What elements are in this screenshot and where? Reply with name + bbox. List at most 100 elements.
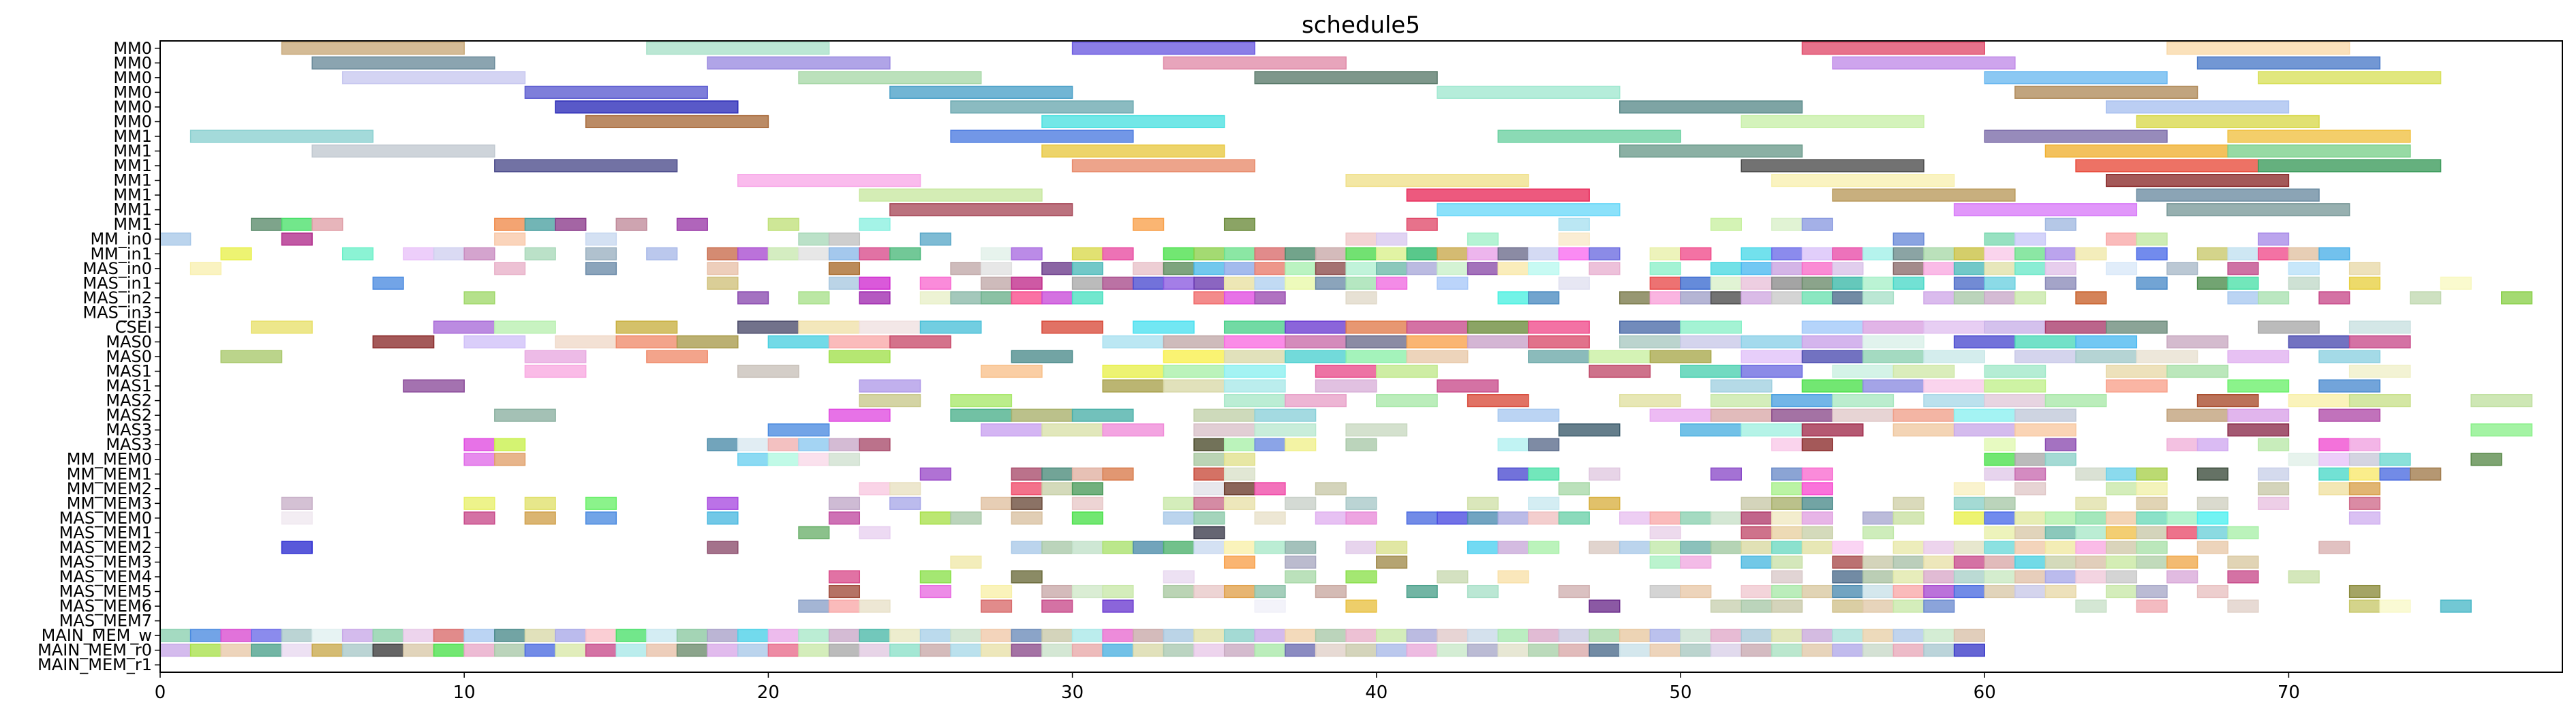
gantt-bar-468 [1984,467,2016,481]
gantt-bar-193 [1133,276,1165,290]
gantt-bar-496 [2318,482,2350,496]
gantt-bar-36 [2227,144,2411,158]
gantt-bar-485 [1223,482,1256,496]
gantt-bar-613 [1984,541,2016,554]
gantt-bar-271 [1467,320,1529,334]
gantt-bar-210 [1832,276,1864,290]
gantt-bar-796 [737,644,769,657]
gantt-bar-160 [1376,262,1408,275]
y-tick-label-7: MM1 [113,142,152,161]
gantt-bar-114 [1345,247,1377,260]
gantt-bar-422 [859,438,891,451]
gantt-bar-576 [2014,526,2046,539]
gantt-bar-356 [1710,379,1773,393]
gantt-bar-797 [767,644,799,657]
gantt-bar-826 [1649,644,1681,657]
gantt-bar-532 [828,511,861,525]
gantt-bar-31 [2227,130,2411,143]
gantt-bar-517 [1771,496,1803,510]
gantt-bar-320 [1528,350,1590,363]
y-axis-labels: MM0MM0MM0MM0MM0MM0MM1MM1MM1MM1MM1MM1MM1M… [37,39,160,674]
y-tick-label-31: MM_MEM3 [67,494,152,513]
gantt-bar-419 [767,438,799,451]
gantt-bar-148 [950,262,982,275]
gantt-bar-815 [1315,644,1347,657]
gantt-bar-714 [2348,599,2381,613]
gantt-bar-172 [1832,262,1864,275]
gantt-bar-73 [281,232,313,246]
gantt-bar-59 [555,217,587,231]
gantt-bar-32 [311,144,495,158]
gantt-bar-829 [1741,644,1773,657]
gantt-bar-248 [1953,291,1985,305]
gantt-bar-603 [1649,541,1681,554]
y-tick-label-1: MM0 [113,53,152,72]
gantt-bar-373 [1832,394,1895,408]
gantt-bar-600 [1528,541,1560,554]
gantt-bar-679 [1680,584,1712,599]
gantt-bar-483 [1071,482,1103,496]
gantt-bar-588 [1071,541,1103,554]
gantt-bar-798 [798,644,830,657]
y-tick-label-38: MAS_MEM6 [59,597,152,616]
gantt-bar-676 [1467,584,1499,599]
gantt-bar-250 [2014,291,2046,305]
gantt-bar-80 [1376,232,1408,246]
gantt-bar-357 [1801,379,1864,393]
gantt-bar-252 [2227,291,2259,305]
gantt-bar-759 [1437,629,1469,642]
gantt-bar-309 [2348,335,2411,349]
gantt-bar-456 [1011,467,1043,481]
gantt-bar-86 [2105,232,2138,246]
gantt-bar-836 [1953,644,1985,657]
gantt-bar-492 [2014,482,2046,496]
gantt-bar-793 [646,644,678,657]
gantt-bar-718 [189,629,221,642]
gantt-bar-218 [2227,276,2259,290]
gantt-bar-198 [1285,276,1317,290]
gantt-bar-561 [2075,511,2107,525]
gantt-bar-10 [341,71,526,85]
gantt-bar-604 [1680,541,1712,554]
gantt-bar-822 [1528,644,1560,657]
gantt-bar-25 [1741,115,1925,129]
gantt-bar-412 [2014,423,2076,437]
gantt-bar-331 [2318,350,2381,363]
gantt-bar-314 [1011,350,1073,363]
gantt-bar-411 [1953,423,2016,437]
gantt-bar-68 [1710,217,1743,231]
gantt-bar-447 [1984,453,2016,466]
gantt-bar-20 [950,100,1134,114]
gantt-bar-208 [1771,276,1803,290]
gantt-bar-203 [1558,276,1590,290]
gantt-bar-155 [1223,262,1256,275]
gantt-bar-144 [494,262,526,275]
gantt-bar-420 [798,438,830,451]
gantt-bar-660 [2105,570,2138,584]
gantt-bar-389 [1649,408,1712,422]
gantt-bar-807 [1071,644,1103,657]
gantt-bar-651 [1832,570,1864,584]
gantt-bar-631 [1892,555,1925,569]
y-tick-label-36: MAS_MEM4 [59,567,152,586]
gantt-bar-652 [1862,570,1895,584]
y-tick-label-3: MM0 [113,82,152,102]
gantt-bar-662 [2227,570,2259,584]
gantt-bar-721 [281,629,313,642]
gantt-bar-312 [646,350,708,363]
gantt-bar-164 [1497,262,1529,275]
gantt-bar-340 [1589,364,1651,378]
gantt-bar-741 [889,629,921,642]
gantt-bar-830 [1771,644,1803,657]
gantt-bar-801 [889,644,921,657]
gantt-bar-18 [2014,85,2198,99]
y-tick-label-18: MAS_in3 [82,303,152,322]
gantt-bar-266 [1133,320,1195,334]
chart-title: schedule5 [1302,12,1420,39]
gantt-bar-746 [1041,629,1073,642]
gantt-bar-394 [1953,408,2016,422]
gantt-bar-21 [1619,100,1803,114]
gantt-bar-643 [919,570,951,584]
gantt-bar-619 [2196,541,2228,554]
gantt-bar-107 [1102,247,1134,260]
